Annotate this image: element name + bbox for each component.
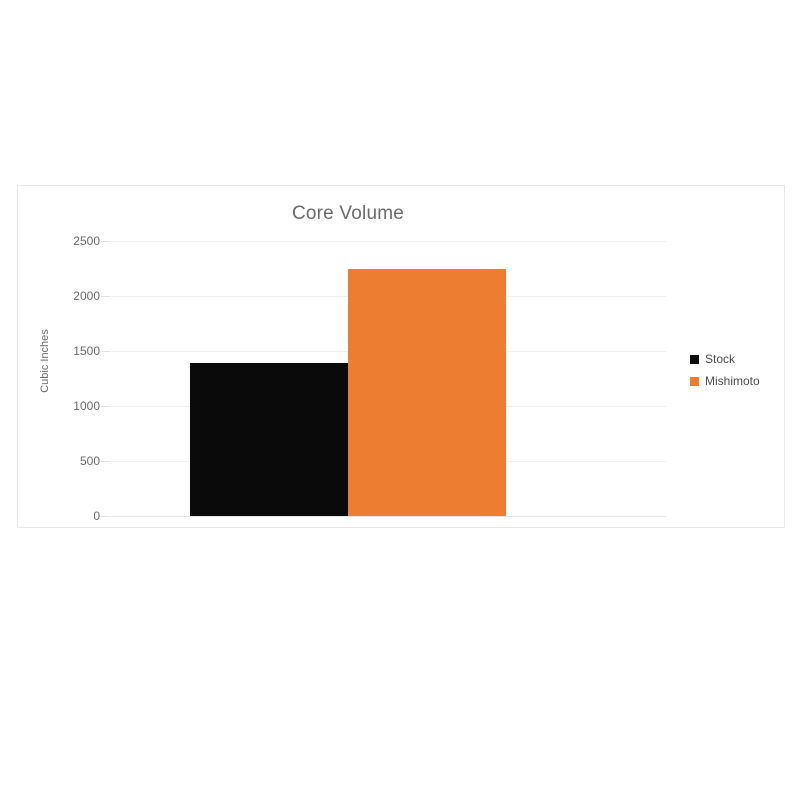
y-tick-mark-1500 [101,351,110,352]
y-tick-mark-1000 [101,406,110,407]
y-tick-label-1500: 1500 [73,344,100,358]
y-tick-label-2500: 2500 [73,234,100,248]
y-tick-mark-0 [101,516,110,517]
y-tick-mark-2000 [101,296,110,297]
legend-entry-stock[interactable]: Stock [690,348,760,370]
bars-group [111,241,666,516]
bar-mishimoto[interactable] [348,268,506,516]
plot-area: 0 500 1000 1500 2000 2500 [73,234,666,523]
chart-legend: Stock Mishimoto [690,348,760,392]
y-tick-mark-2500 [101,241,110,242]
chart-title: Core Volume [291,203,405,224]
legend-label: Stock [705,352,736,366]
y-tick-label-1000: 1000 [73,399,100,413]
y-tick-label-2000: 2000 [73,289,100,303]
legend-label: Mishimoto [705,374,760,388]
gridline-2500 [111,241,666,242]
legend-entry-mishimoto[interactable]: Mishimoto [690,370,760,392]
legend-swatch-icon-mishimoto [690,376,699,386]
y-tick-mark-500 [101,461,110,462]
y-tick-label-500: 500 [79,454,100,468]
legend-swatch-icon-stock [690,354,699,364]
chart-container: Core Volume Cubic Inches 0 500 1000 1500 200… [17,185,785,528]
bar-stock[interactable] [190,363,348,516]
y-tick-label-0: 0 [93,509,100,523]
gridline-0 [111,516,666,517]
